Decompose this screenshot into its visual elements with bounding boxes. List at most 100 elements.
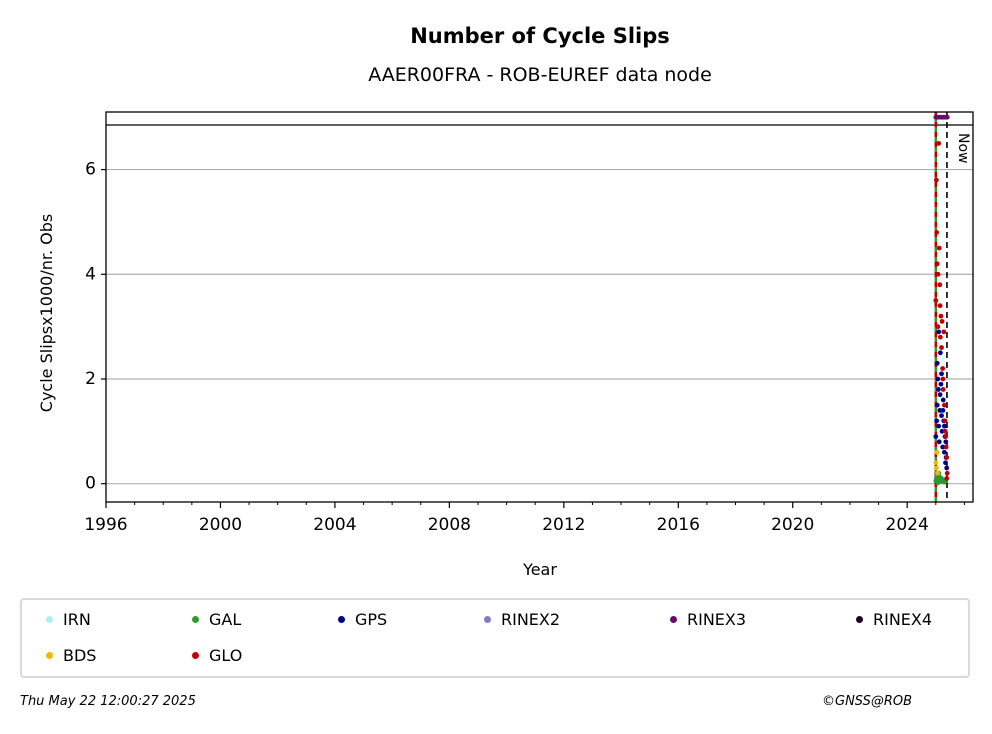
data-point-glo <box>942 418 948 424</box>
legend-marker <box>484 615 491 623</box>
legend-marker <box>46 651 53 659</box>
data-point-gps <box>933 434 939 439</box>
data-point-glo <box>944 470 950 476</box>
data-point-glo <box>941 329 947 335</box>
data-point-gps <box>934 402 940 408</box>
data-point-glo <box>934 230 940 235</box>
legend-item-rinex3: RINEX3 <box>666 608 746 630</box>
data-point-gps <box>934 360 940 366</box>
footer-copyright: ©GNSS@ROB <box>822 694 913 709</box>
x-tick-label: 2024 <box>886 515 929 535</box>
data-point-gps <box>935 387 941 392</box>
legend-marker <box>338 615 345 623</box>
data-point-gps <box>936 329 942 335</box>
legend-item-irn: IRN <box>42 608 91 630</box>
legend-label: RINEX3 <box>687 609 747 629</box>
data-point-bds <box>933 465 939 471</box>
data-point-gps <box>935 376 941 382</box>
x-tick-label: 2012 <box>542 515 585 535</box>
data-point-glo <box>934 261 940 267</box>
y-axis-label: Cycle Slipsx1000/nr. Obs <box>37 214 56 412</box>
legend-label: GPS <box>355 609 388 629</box>
data-point-gps <box>939 371 944 377</box>
data-point-glo <box>944 476 950 481</box>
data-point-glo <box>939 318 945 324</box>
data-point-bds <box>934 449 940 455</box>
data-point-glo <box>937 334 943 340</box>
data-point-gps <box>943 439 949 445</box>
data-point-gps <box>937 392 943 398</box>
data-point-glo <box>940 376 946 382</box>
legend-item-rinex4: RINEX4 <box>852 608 932 630</box>
legend-label: BDS <box>63 645 97 665</box>
data-point-gps <box>940 444 946 450</box>
legend-label: GLO <box>209 645 243 665</box>
y-tick-label: 4 <box>85 264 96 284</box>
legend-item-glo: GLO <box>188 644 242 666</box>
x-axis-label: Year <box>522 560 557 579</box>
data-point-gps <box>941 423 947 429</box>
y-tick-label: 2 <box>85 369 96 389</box>
data-point-glo <box>933 298 939 303</box>
data-point-glo <box>938 313 944 319</box>
legend-label: IRN <box>63 609 91 629</box>
chart-subtitle: AAER00FRA - ROB-EUREF data node <box>368 64 712 86</box>
y-tick-label: 0 <box>85 474 96 494</box>
footer-timestamp: Thu May 22 12:00:27 2025 <box>20 694 196 709</box>
legend-item-bds: BDS <box>42 644 96 666</box>
x-tick-label: 2016 <box>657 515 700 535</box>
data-point-gps <box>934 418 940 424</box>
data-point-glo <box>937 282 943 288</box>
x-tick-label: 2004 <box>313 515 356 535</box>
data-point-gps <box>943 460 948 466</box>
plot-area: Now 0 2 4 6 1996 2000 2004 2008 2012 2016 2020 2024 <box>84 111 974 535</box>
cycle-slips-chart: Number of Cycle Slips AAER00FRA - ROB-EU… <box>37 24 974 579</box>
data-point-glo <box>943 444 949 450</box>
data-point-gps <box>936 423 942 429</box>
data-point-glo <box>935 271 941 277</box>
data-point-glo <box>940 387 946 392</box>
plot-frame <box>105 111 974 503</box>
x-tick-label: 1996 <box>84 515 127 535</box>
legend-label: RINEX4 <box>873 609 933 629</box>
legend-label: RINEX2 <box>501 609 561 629</box>
data-point-glo <box>937 303 943 309</box>
legend-marker <box>670 615 677 623</box>
data-point-glo <box>942 428 948 434</box>
legend: IRN GAL GPS RINEX2 RINEX3 RINEX4 BDS GLO <box>20 598 970 678</box>
x-tick-label: 2008 <box>428 515 471 535</box>
data-point-glo <box>940 366 946 371</box>
now-label: Now <box>955 133 971 164</box>
data-point-glo <box>944 455 950 460</box>
data-point-glo <box>939 345 944 350</box>
data-point-gps <box>937 350 943 356</box>
x-tick-label: 2000 <box>199 515 242 535</box>
legend-marker <box>856 615 863 623</box>
data-point-glo <box>936 141 942 146</box>
data-point-glo <box>936 245 942 251</box>
data-point-glo <box>935 324 941 330</box>
x-tick-label: 2020 <box>771 515 814 535</box>
data-point-bds <box>935 470 940 476</box>
data-point-gps <box>944 465 950 471</box>
data-point-gps <box>936 439 942 445</box>
data-point-bds <box>933 460 939 466</box>
data-point-gps <box>939 413 944 419</box>
data-point-gps <box>940 397 946 403</box>
y-tick-label: 6 <box>85 160 96 180</box>
data-point-glo <box>941 402 947 408</box>
data-point-glo <box>933 177 939 183</box>
data-point-rinex3 <box>944 114 950 120</box>
data-point-glo <box>943 434 948 439</box>
legend-item-gal: GAL <box>188 608 241 630</box>
data-point-gps <box>938 381 944 387</box>
legend-marker <box>46 615 53 623</box>
legend-marker <box>192 651 199 659</box>
data-point-gps <box>940 407 946 413</box>
legend-item-rinex2: RINEX2 <box>480 608 560 630</box>
data-point-gps <box>941 449 947 455</box>
legend-label: GAL <box>209 609 242 629</box>
chart-title: Number of Cycle Slips <box>410 24 670 48</box>
legend-marker <box>192 615 199 623</box>
legend-item-gps: GPS <box>334 608 387 630</box>
